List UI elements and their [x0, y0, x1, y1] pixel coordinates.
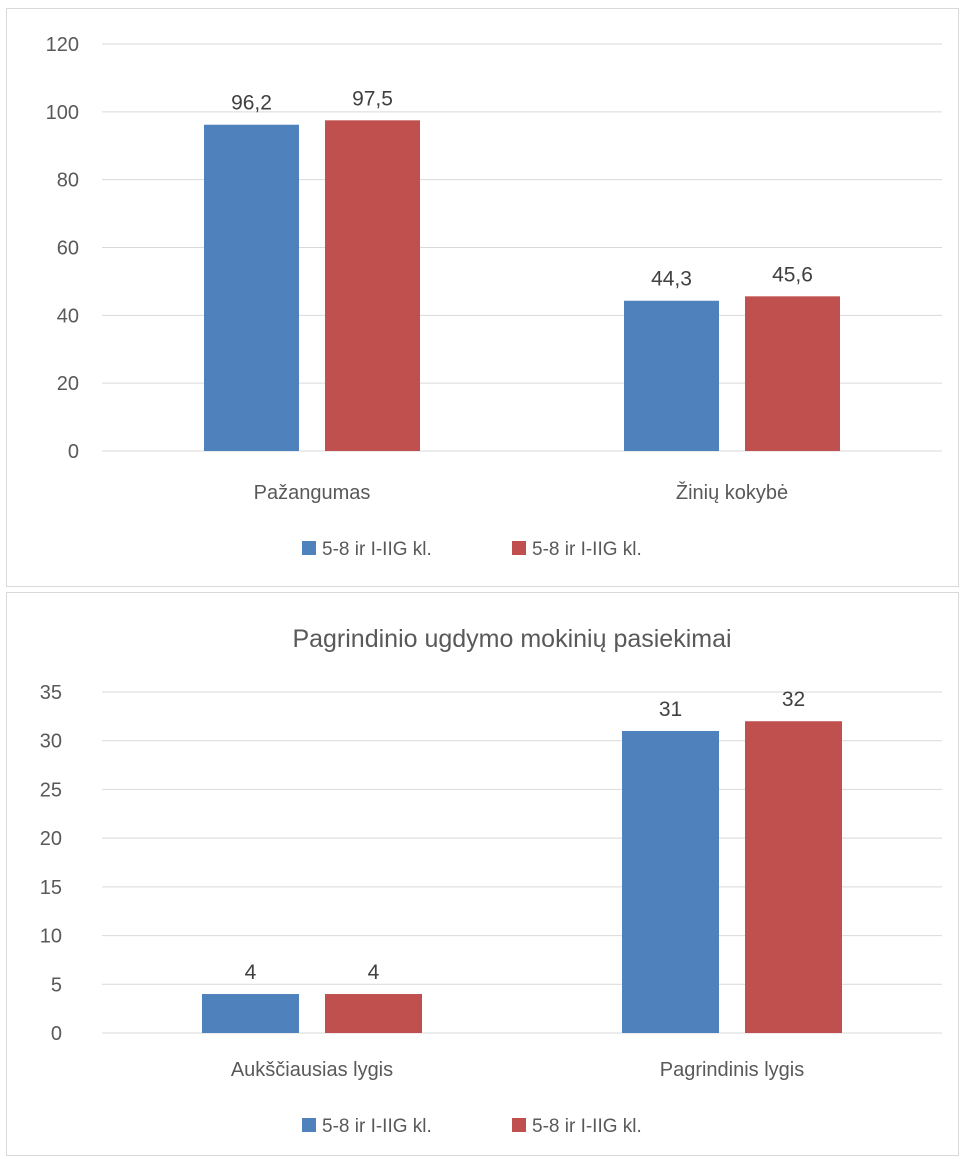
data-label: 4 [245, 961, 257, 984]
bar-blue [622, 730, 719, 1033]
data-label: 97,5 [352, 87, 393, 110]
data-label: 96,2 [231, 92, 272, 115]
legend-label: 5-8 ir I-IIG kl. [322, 1116, 432, 1137]
y-tick-label: 15 [40, 877, 62, 899]
legend-label: 5-8 ir I-IIG kl. [532, 1116, 642, 1137]
legend-swatch [302, 1118, 316, 1132]
y-tick-label: 5 [51, 974, 62, 996]
y-tick-label: 35 [40, 682, 62, 704]
y-tick-label: 10 [40, 926, 62, 948]
chart-1-svg: 0 20 40 60 80 100 120 96,2 97,5 Pažangumas 44,3 45,… [46, 34, 942, 560]
y-tick-label: 0 [68, 441, 79, 463]
bar-red [745, 296, 840, 451]
chart-title: Pagrindinio ugdymo mokinių pasiekimai [292, 625, 731, 653]
y-tick-label: 30 [40, 731, 62, 753]
bar-red [325, 120, 420, 451]
y-tick-label: 80 [57, 170, 79, 192]
legend-label: 5-8 ir I-IIG kl. [322, 539, 432, 560]
y-tick-label: 25 [40, 779, 62, 801]
bar-blue [202, 994, 299, 1033]
bar-red [745, 721, 842, 1033]
data-label: 44,3 [651, 268, 692, 291]
y-tick-label: 20 [40, 828, 62, 850]
bar-red [325, 994, 422, 1033]
data-label: 4 [368, 961, 380, 984]
legend-swatch [512, 541, 526, 555]
y-tick-label: 100 [46, 102, 79, 124]
category-label: Pagrindinis lygis [660, 1059, 805, 1081]
category-label: Žinių kokybė [676, 481, 788, 504]
data-label: 45,6 [772, 263, 813, 286]
category-label: Pažangumas [254, 482, 371, 504]
data-label: 31 [659, 698, 682, 721]
data-label: 32 [782, 688, 805, 711]
y-tick-label: 60 [57, 238, 79, 260]
bar-blue [624, 300, 719, 451]
chart-2-svg: Pagrindinio ugdymo mokinių pasiekimai 0 5 1… [40, 625, 942, 1137]
y-tick-label: 0 [51, 1023, 62, 1045]
legend-label: 5-8 ir I-IIG kl. [532, 539, 642, 560]
legend-swatch [512, 1118, 526, 1132]
y-tick-label: 20 [57, 373, 79, 395]
y-tick-label: 120 [46, 34, 79, 56]
chart-panel-2: Pagrindinio ugdymo mokinių pasiekimai 0 5 1… [6, 592, 959, 1156]
category-label: Aukščiausias lygis [231, 1059, 393, 1081]
bar-blue [204, 124, 299, 451]
y-tick-label: 40 [57, 305, 79, 327]
chart-panel-1: 0 20 40 60 80 100 120 96,2 97,5 Pažangumas 44,3 45,… [6, 8, 959, 587]
legend-swatch [302, 541, 316, 555]
